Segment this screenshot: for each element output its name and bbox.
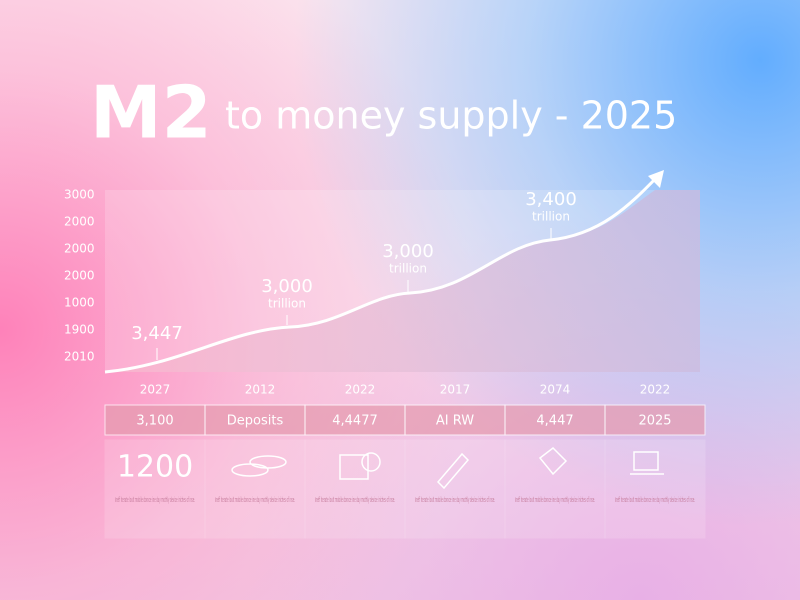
y-label: 1000	[64, 296, 95, 310]
card-icon	[538, 447, 568, 476]
card	[204, 439, 306, 539]
card-icon	[339, 452, 381, 480]
y-label: 2000	[64, 269, 95, 283]
card-note: Ineff iterate loult mobile doroce ine da…	[415, 496, 495, 504]
annotation-value: 3,400	[525, 189, 577, 210]
annotation-value: 3,447	[131, 323, 183, 344]
x-label: 2017	[440, 383, 471, 397]
card	[404, 439, 506, 539]
y-label: 2010	[64, 350, 95, 364]
table-header-cell	[504, 404, 606, 436]
card	[304, 439, 406, 539]
table-header-text: 4,447	[536, 414, 573, 429]
table-header-text: AI RW	[436, 414, 474, 429]
x-label: 2022	[345, 383, 376, 397]
y-label: 3000	[64, 188, 95, 202]
annotation-unit: trillion	[268, 297, 306, 311]
card-note: Ineff iterate loult mobile doroce ine da…	[615, 496, 695, 504]
card-note: Ineff iterate loult mobile doroce ine da…	[215, 496, 295, 504]
card-icon	[436, 452, 470, 490]
x-label: 2027	[140, 383, 171, 397]
y-label: 2000	[64, 215, 95, 229]
card-note: Ineff iterate loult mobile doroce ine da…	[515, 496, 595, 504]
table-header-cell	[104, 404, 206, 436]
arrow-head	[648, 170, 664, 188]
title-rest: to money supply - 2025	[225, 94, 677, 138]
annotation-unit: trillion	[532, 210, 570, 224]
card	[504, 439, 606, 539]
card	[104, 439, 206, 539]
table-header-text: 3,100	[136, 414, 173, 429]
title-main: M2	[90, 71, 212, 155]
annotation-unit: trillion	[389, 262, 427, 276]
table-header-text: 2025	[638, 414, 671, 429]
table-header-text: 4,4477	[332, 414, 378, 429]
y-label: 1900	[64, 323, 95, 337]
card-icon	[630, 451, 664, 475]
y-label: 2000	[64, 242, 95, 256]
card-note: Ineff iterate loult mobile doroce ine da…	[115, 496, 195, 504]
table-header-cell	[304, 404, 406, 436]
table-header-text: Deposits	[227, 414, 284, 429]
card-number: 1200	[117, 450, 193, 485]
x-label: 2074	[540, 383, 571, 397]
table-header-cell	[604, 404, 706, 436]
card-note: Ineff iterate loult mobile doroce ine da…	[315, 496, 395, 504]
x-label: 2012	[245, 383, 276, 397]
annotation-value: 3,000	[261, 276, 313, 297]
x-label: 2022	[640, 383, 671, 397]
card	[604, 439, 706, 539]
trend-line	[104, 174, 660, 374]
area	[105, 190, 700, 372]
annotation-value: 3,000	[382, 241, 434, 262]
card-icon	[231, 455, 287, 477]
